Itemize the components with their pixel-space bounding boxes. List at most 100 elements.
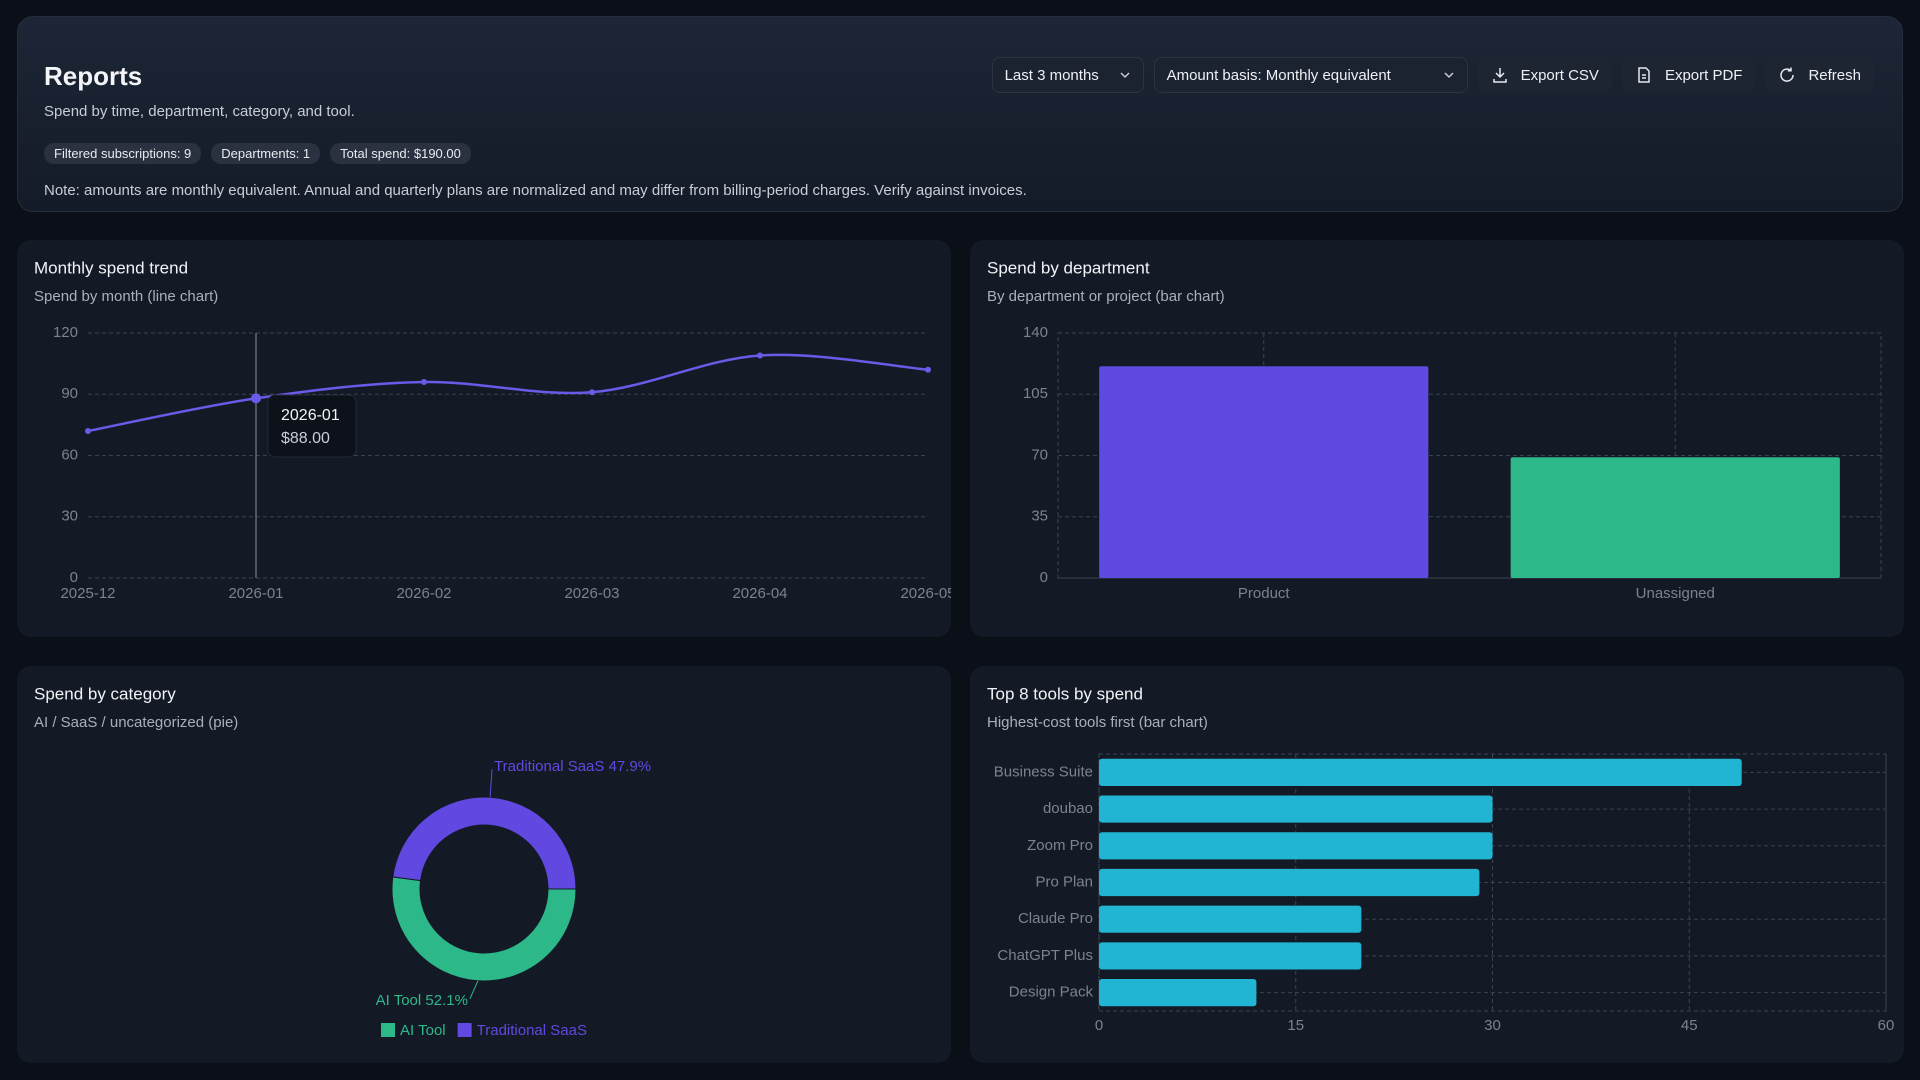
plot-border xyxy=(1057,332,1882,579)
bar xyxy=(1099,942,1362,970)
y-tick-label: 60 xyxy=(61,446,78,463)
chart-panel: Spend by category AI / SaaS / uncategoriz… xyxy=(17,666,951,1063)
subtitle: Spend by time, department, category, and… xyxy=(44,103,355,120)
page-title: Reports xyxy=(44,61,143,91)
x-tick-label: 2025-12 xyxy=(60,585,115,602)
chip: Filtered subscriptions: 9 xyxy=(44,143,202,164)
y-tick-label: 0 xyxy=(70,569,78,586)
slice xyxy=(391,876,577,982)
header: Reports Spend by time, department, categ… xyxy=(17,16,1903,212)
export-pdf-button[interactable]: Export PDF xyxy=(1621,57,1756,93)
point xyxy=(925,366,931,373)
chips: Filtered subscriptions: 9 Departments: 1… xyxy=(44,143,471,164)
chart-title: Top 8 tools by spend xyxy=(987,684,1143,703)
x-tick-label: 2026-03 xyxy=(564,585,619,602)
chip: Departments: 1 xyxy=(211,143,321,164)
y-tick-label: 70 xyxy=(1031,446,1048,463)
select-label: Amount basis: Monthly equivalent xyxy=(1166,66,1391,84)
x-tick-label: 2026-01 xyxy=(228,585,283,602)
legend-swatch xyxy=(381,1023,396,1037)
y-tick-label: 140 xyxy=(1023,324,1048,341)
chart: Spend by department By department or proj… xyxy=(987,258,1882,602)
bar xyxy=(1099,366,1429,578)
y-tick-label: 105 xyxy=(1023,385,1048,402)
bar xyxy=(1099,795,1493,823)
legend-label: AI Tool xyxy=(400,1022,446,1039)
basis-select[interactable]: Amount basis: Monthly equivalent xyxy=(1153,57,1468,93)
chevron xyxy=(1444,72,1454,79)
document-icon xyxy=(1638,67,1650,83)
y-tick-label: ChatGPT Plus xyxy=(997,947,1093,964)
chart-panel: Spend by department By department or proj… xyxy=(970,240,1904,637)
chart-title: Spend by department xyxy=(987,258,1150,277)
point xyxy=(85,428,91,434)
tooltip-value: $88.00 xyxy=(281,430,330,447)
slice xyxy=(392,796,577,890)
slice-label: AI Tool 52.1% xyxy=(376,992,468,1009)
note: Note: amounts are monthly equivalent. An… xyxy=(44,182,1027,199)
legend-label: Traditional SaaS xyxy=(477,1022,587,1039)
x-tick-label: 2026-04 xyxy=(732,585,787,602)
slice-label: Traditional SaaS 47.9% xyxy=(494,758,651,775)
y-tick-label: Zoom Pro xyxy=(1027,837,1093,854)
bar xyxy=(1099,868,1480,897)
bar xyxy=(1099,832,1493,860)
legend: AI Tool Traditional SaaS xyxy=(381,1022,587,1039)
chart: Monthly spend trend Spend by month (line … xyxy=(34,258,951,602)
y-tick-label: 35 xyxy=(1031,508,1048,525)
chart-subtitle: AI / SaaS / uncategorized (pie) xyxy=(34,714,238,731)
chip: Total spend: $190.00 xyxy=(330,143,471,164)
chart-panel: Monthly spend trend Spend by month (line … xyxy=(17,240,951,637)
chart-subtitle: Highest-cost tools first (bar chart) xyxy=(987,714,1208,731)
bar xyxy=(1099,758,1742,786)
y-tick-label: 0 xyxy=(1040,569,1048,586)
x-tick-label: 2026-02 xyxy=(396,585,451,602)
chart: Spend by category AI / SaaS / uncategoriz… xyxy=(34,684,651,1039)
button-label: Refresh xyxy=(1808,66,1861,84)
point xyxy=(251,393,261,404)
select-label: Last 3 months xyxy=(1004,66,1099,84)
button-label: Export PDF xyxy=(1664,66,1743,84)
leader-line xyxy=(489,769,493,798)
x-tick-label: 60 xyxy=(1878,1017,1895,1034)
x-tick-label: Product xyxy=(1238,585,1291,602)
y-tick-label: doubao xyxy=(1043,800,1093,817)
y-tick-label: Pro Plan xyxy=(1035,873,1093,890)
x-tick-label: Unassigned xyxy=(1636,585,1715,602)
y-tick-label: 120 xyxy=(53,324,78,341)
bar xyxy=(1510,457,1840,578)
leader-line xyxy=(469,980,479,1000)
point xyxy=(421,379,427,385)
legend-swatch xyxy=(457,1023,472,1037)
controls: Last 3 months Amount basis: Monthly equi… xyxy=(991,57,1874,93)
y-tick-label: Design Pack xyxy=(1009,984,1094,1001)
export-csv-button[interactable]: Export CSV xyxy=(1477,57,1612,93)
y-tick-label: 90 xyxy=(61,385,78,402)
tooltip-title: 2026-01 xyxy=(281,407,340,424)
chart-subtitle: Spend by month (line chart) xyxy=(34,288,218,305)
range-select[interactable]: Last 3 months xyxy=(991,57,1144,93)
x-tick-label: 15 xyxy=(1287,1017,1304,1034)
x-tick-label: 0 xyxy=(1095,1017,1103,1034)
chart-title: Spend by category xyxy=(34,684,176,703)
chart: Top 8 tools by spend Highest-cost tools f… xyxy=(987,684,1895,1034)
x-tick-label: 30 xyxy=(1484,1017,1501,1034)
y-tick-label: Business Suite xyxy=(994,763,1093,780)
refresh-icon xyxy=(1780,67,1795,82)
bar xyxy=(1099,905,1362,933)
refresh-button[interactable]: Refresh xyxy=(1765,57,1874,93)
chevron xyxy=(1120,72,1130,79)
chart-subtitle: By department or project (bar chart) xyxy=(987,288,1225,305)
point xyxy=(757,352,763,359)
x-tick-label: 2026-05 xyxy=(900,585,951,602)
bar xyxy=(1099,979,1257,1007)
button-label: Export CSV xyxy=(1520,66,1599,84)
download-icon xyxy=(1492,68,1507,83)
y-tick-label: Claude Pro xyxy=(1018,910,1093,927)
chart-panel: Top 8 tools by spend Highest-cost tools f… xyxy=(970,666,1904,1063)
point xyxy=(589,389,595,396)
line xyxy=(87,353,929,433)
y-tick-label: 30 xyxy=(61,508,78,525)
tooltip xyxy=(267,394,357,458)
